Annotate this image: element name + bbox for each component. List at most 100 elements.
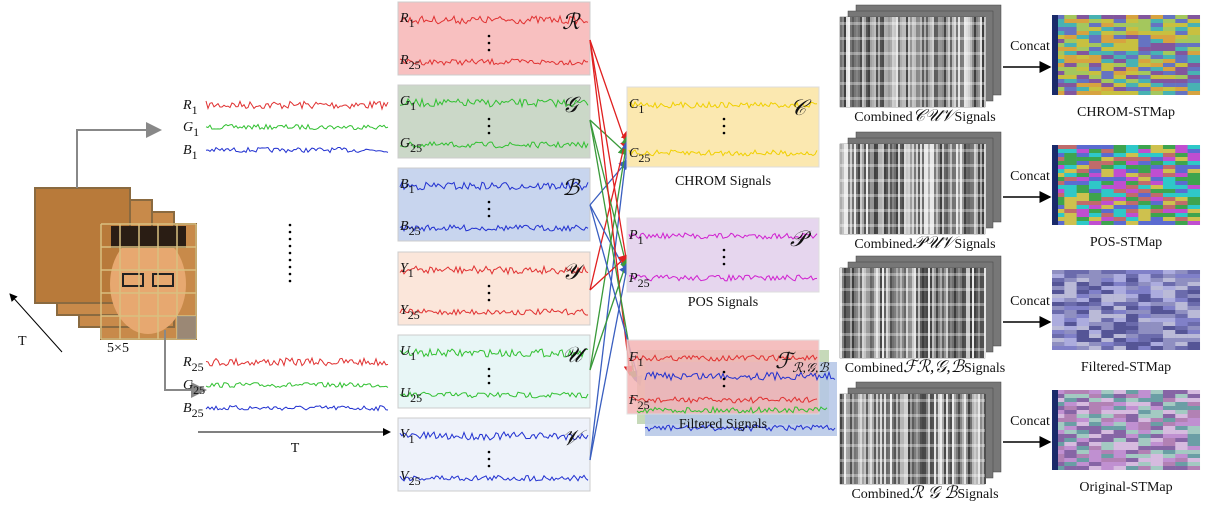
stmap-cell [1076, 169, 1090, 173]
stmap-cell [1175, 185, 1188, 189]
stmap-cell [1138, 270, 1151, 274]
signal-column [902, 144, 904, 234]
stmap-cell [1052, 282, 1065, 286]
mapping-arrow [589, 159, 629, 206]
label-index: 25 [409, 224, 421, 238]
stmap-cell [1175, 278, 1188, 282]
stmap-cell [1101, 454, 1114, 458]
stmap-cell [1187, 75, 1201, 79]
time-label: T [18, 334, 27, 349]
caption-symbols: ℱℛ,𝒢,ℬ [903, 357, 966, 376]
signal-column [876, 144, 878, 234]
stmap-cell [1064, 165, 1077, 169]
stmap-cell [1125, 201, 1139, 205]
signal-column [860, 144, 862, 234]
label-index: 25 [638, 151, 650, 165]
stmap-cell [1138, 298, 1151, 302]
stmap-cell [1064, 462, 1077, 466]
stmap-cell [1162, 318, 1176, 322]
stmap-cell [1187, 177, 1201, 181]
stmap-cell [1187, 15, 1201, 19]
stmap-cell [1064, 153, 1077, 157]
stmap-cell [1064, 326, 1077, 330]
stmap-cell [1138, 181, 1151, 185]
signal-column [956, 394, 958, 484]
glasses [152, 273, 174, 287]
stmap-cell [1162, 458, 1176, 462]
stmap-cell [1101, 67, 1114, 71]
signal-column [862, 268, 864, 358]
stmap-cell [1064, 59, 1077, 63]
stmap-cell [1088, 221, 1102, 225]
signal-band [840, 444, 985, 447]
stmap-cell [1088, 47, 1102, 51]
stmap-cell [1187, 31, 1201, 35]
stmap-cell [1088, 326, 1102, 330]
stmap-cell [1052, 442, 1065, 446]
caption-prefix: Combined [851, 487, 909, 502]
stmap-cell [1125, 310, 1139, 314]
stmap-cell [1101, 217, 1114, 221]
stmap-cell [1064, 181, 1077, 185]
stmap-cell [1162, 67, 1176, 71]
stmap-cell [1088, 418, 1102, 422]
label-index: 25 [192, 406, 204, 420]
stmap-cell [1162, 221, 1176, 225]
stmap-cell [1175, 173, 1188, 177]
stmap-cell [1052, 63, 1065, 67]
stmap-cell [1101, 91, 1114, 95]
signal-label: C25 [629, 146, 650, 165]
signal-column [962, 394, 964, 484]
signal-column [862, 17, 864, 107]
signal-label: C1 [629, 97, 644, 116]
stmap-cell [1162, 402, 1176, 406]
stmap-cell [1101, 193, 1114, 197]
ellipsis-dot [722, 131, 726, 135]
stmap-cell [1125, 213, 1139, 217]
stmap-cell [1101, 35, 1114, 39]
stmap-cell [1150, 462, 1164, 466]
stmap-cell [1162, 27, 1176, 31]
time-arrow [9, 293, 63, 353]
stmap-cell [1101, 394, 1114, 398]
stmap-cell [1138, 338, 1151, 342]
stmap-cell [1175, 161, 1188, 165]
signal-column [862, 394, 864, 484]
stmap-cell [1076, 145, 1090, 149]
stmap-cell [1064, 434, 1077, 438]
signal-column [976, 268, 978, 358]
stmap-cell [1076, 406, 1090, 410]
stmap-cell [1150, 23, 1164, 27]
stmap-cell [1150, 153, 1164, 157]
stmap-cell [1187, 169, 1201, 173]
stmap-cell [1076, 410, 1090, 414]
stmap-cell [1187, 209, 1201, 213]
signal-column [982, 268, 984, 358]
stmap-cell [1101, 346, 1114, 350]
stmap-cell [1088, 282, 1102, 286]
stmap-cell [1088, 302, 1102, 306]
stmap-cell [1162, 434, 1176, 438]
stmap-cell [1175, 55, 1188, 59]
signal-column [926, 144, 928, 234]
stmap-cell [1076, 35, 1090, 39]
signal-wave [399, 57, 589, 66]
stmap-cell [1187, 189, 1201, 193]
stmap-cell [1052, 274, 1065, 278]
stmap-cell [1064, 402, 1077, 406]
signal-band [840, 67, 985, 70]
label-letter: U [400, 344, 411, 359]
stmap-cell [1101, 201, 1114, 205]
stmap-cell [1175, 462, 1188, 466]
stmap-cell [1101, 282, 1114, 286]
stmap-cell [1052, 466, 1065, 470]
stmap-cell [1175, 177, 1188, 181]
stmap-cell [1052, 91, 1065, 95]
signal-column [948, 268, 950, 358]
stmap-cell [1088, 55, 1102, 59]
signal-column [886, 17, 888, 107]
stmap-cell [1138, 302, 1151, 306]
stmap-cell [1187, 446, 1201, 450]
signal-column [856, 17, 858, 107]
signal-column [980, 144, 982, 234]
